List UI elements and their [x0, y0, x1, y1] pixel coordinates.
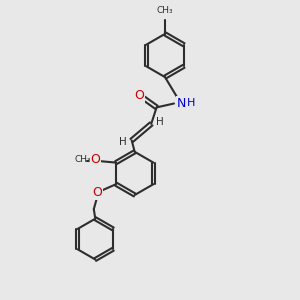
Text: N: N — [177, 97, 186, 110]
Text: O: O — [90, 153, 100, 166]
Text: H: H — [119, 137, 127, 147]
Text: CH₃: CH₃ — [157, 6, 173, 15]
Text: H: H — [187, 98, 195, 109]
Text: O: O — [135, 89, 144, 102]
Text: H: H — [156, 117, 164, 128]
Text: O: O — [92, 186, 102, 199]
Text: CH₃: CH₃ — [74, 155, 91, 164]
